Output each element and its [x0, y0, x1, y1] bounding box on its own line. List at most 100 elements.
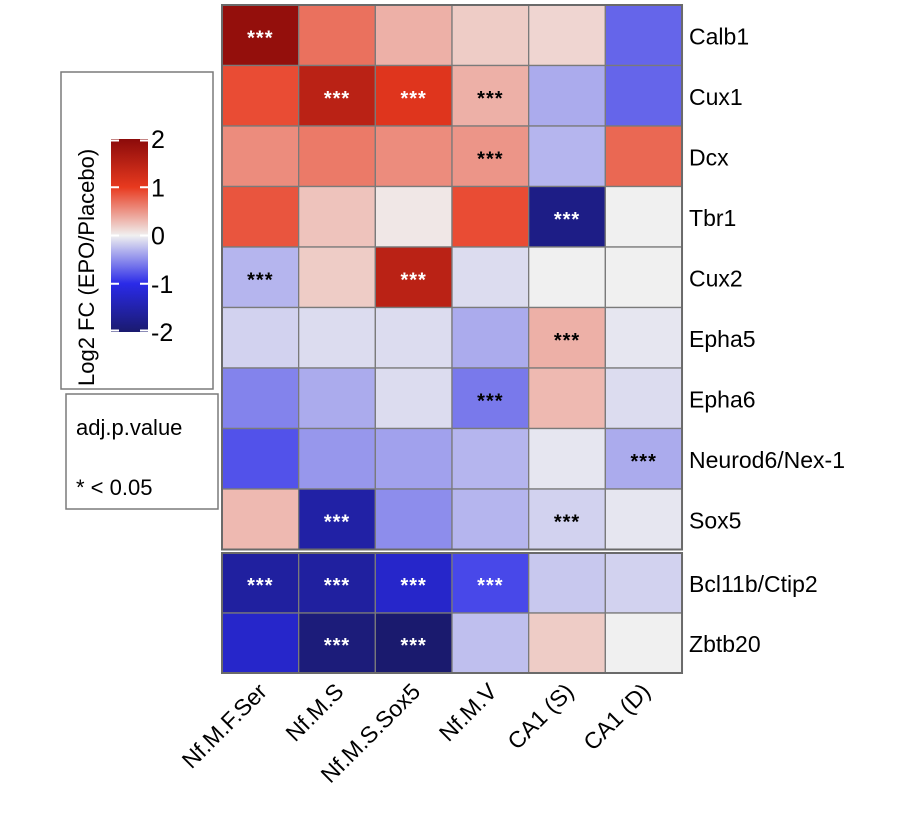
heatmap-cell	[374, 488, 453, 551]
color-scale-legend: Log2 FC (EPO/Placebo) 2 1 0 -1 -2	[60, 71, 214, 390]
significance-mark: ***	[324, 635, 350, 657]
significance-mark: ***	[400, 88, 426, 110]
significance-mark: ***	[554, 330, 580, 352]
heatmap-cell	[451, 367, 530, 430]
heatmap-cells	[221, 4, 684, 674]
row-label: Epha5	[689, 326, 756, 352]
row-label: Tbr1	[689, 205, 736, 231]
heatmap-cell	[604, 488, 683, 551]
heatmap-cell	[374, 306, 453, 369]
heatmap-cell	[221, 185, 300, 248]
heatmap-cell	[221, 125, 300, 188]
heatmap-cell	[374, 427, 453, 490]
heatmap-cell	[451, 427, 530, 490]
heatmap-cell	[528, 367, 606, 430]
heatmap-cell	[451, 185, 530, 248]
heatmap-cell	[298, 185, 376, 248]
significance-mark: ***	[477, 88, 503, 110]
heatmap-cell	[374, 367, 453, 430]
column-label: Nf.M.F.Ser	[177, 678, 272, 773]
heatmap-cell	[604, 246, 683, 309]
column-label: CA1 (S)	[502, 678, 578, 754]
column-label: Nf.M.V	[434, 678, 503, 747]
significance-mark: ***	[324, 575, 350, 597]
heatmap-cell	[221, 64, 300, 127]
heatmap-cell	[604, 612, 683, 674]
significance-mark: ***	[324, 511, 350, 533]
heatmap-cell	[374, 612, 453, 674]
heatmap-cell	[604, 306, 683, 369]
heatmap-cell	[221, 612, 300, 674]
row-label: Bcl11b/Ctip2	[689, 571, 818, 597]
column-label: Nf.M.S	[280, 678, 348, 746]
color-bar-tick-label: 2	[151, 126, 165, 154]
row-group-border	[221, 552, 684, 674]
row-label: Epha6	[689, 386, 756, 412]
heatmap-cell	[298, 427, 376, 490]
heatmap-cell	[298, 246, 376, 309]
heatmap-cell	[374, 64, 453, 127]
heatmap-cell	[451, 246, 530, 309]
heatmap-cell	[604, 125, 683, 188]
heatmap-cell	[221, 4, 300, 67]
color-legend-title: Log2 FC (EPO/Placebo)	[74, 149, 99, 386]
row-label: Cux2	[689, 265, 743, 291]
significance-mark: ***	[247, 269, 273, 291]
row-label: Cux1	[689, 84, 743, 110]
significance-mark: ***	[477, 148, 503, 170]
significance-mark: ***	[247, 575, 273, 597]
significance-marks: *** *** *** *** *** *** *** *** *** *** *** *** *** *…	[247, 27, 657, 657]
heatmap-cell	[604, 4, 683, 67]
heatmap-cell	[374, 552, 453, 614]
significance-mark: ***	[400, 635, 426, 657]
heatmap-cell	[298, 488, 376, 551]
heatmap-cell	[298, 306, 376, 369]
heatmap-cell	[451, 488, 530, 551]
heatmap-cell	[221, 488, 300, 551]
significance-mark: ***	[400, 269, 426, 291]
row-label: Calb1	[689, 23, 749, 49]
row-label: Zbtb20	[689, 631, 761, 657]
row-label: Sox5	[689, 507, 741, 533]
heatmap-cell	[604, 64, 683, 127]
heatmap-cell	[604, 552, 683, 614]
heatmap-cell	[298, 367, 376, 430]
significance-mark: ***	[554, 511, 580, 533]
heatmap-cell	[221, 427, 300, 490]
heatmap-cell	[221, 306, 300, 369]
significance-mark: ***	[631, 451, 657, 473]
row-group-border	[221, 4, 684, 551]
column-labels: Nf.M.F.Ser Nf.M.SNf.M.S.Sox5 Nf.M.V CA1 (S)…	[177, 678, 656, 788]
heatmap-cell	[528, 246, 606, 309]
heatmap-cell	[298, 4, 376, 67]
heatmap-cell	[528, 64, 606, 127]
heatmap-cell	[451, 306, 530, 369]
row-label: Dcx	[689, 144, 729, 170]
color-bar-tick-label: 1	[151, 174, 165, 202]
color-bar-tick-label: -2	[151, 319, 173, 347]
row-labels: Calb1 Cux1 Dcx Tbr1 Cux2 Epha5 Epha6 Neurod6/Ne…	[689, 23, 845, 657]
heatmap-cell	[221, 367, 300, 430]
heatmap-cell	[374, 246, 453, 309]
column-label: CA1 (D)	[578, 678, 655, 755]
heatmap-cell	[528, 427, 606, 490]
heatmap-cell	[528, 4, 606, 67]
heatmap-cell	[374, 125, 453, 188]
color-bar-tick-label: 0	[151, 223, 165, 251]
significance-mark: ***	[554, 209, 580, 231]
significance-legend-entry: * < 0.05	[76, 475, 152, 500]
color-bar-ticks: 2 1 0 -1 -2	[111, 126, 173, 347]
significance-mark: ***	[247, 27, 273, 49]
significance-legend-box	[65, 393, 219, 510]
heatmap-cell	[451, 4, 530, 67]
heatmap-cell	[604, 185, 683, 248]
heatmap-cell	[298, 612, 376, 674]
significance-legend-title: adj.p.value	[76, 415, 182, 440]
significance-legend: adj.p.value * < 0.05	[65, 393, 219, 510]
heatmap-cell	[298, 125, 376, 188]
significance-mark: ***	[400, 575, 426, 597]
heatmap-cell	[528, 552, 606, 614]
heatmap-cell	[451, 612, 530, 674]
heatmap-cell	[528, 185, 606, 248]
